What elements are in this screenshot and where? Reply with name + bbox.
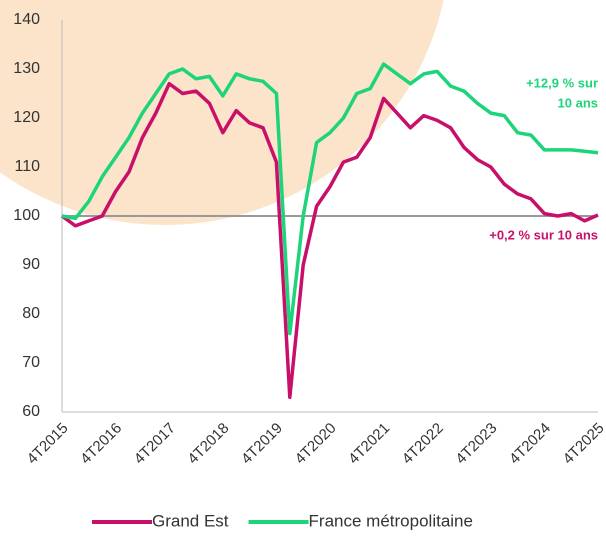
y-tick-label: 120 xyxy=(13,109,40,126)
y-tick-label: 110 xyxy=(14,158,40,175)
x-tick-label: 4T2021 xyxy=(345,420,393,468)
x-tick-label: 4T2023 xyxy=(452,420,500,468)
x-tick-label: 4T2015 xyxy=(24,420,72,468)
y-tick-label: 70 xyxy=(22,354,40,371)
y-tick-label: 130 xyxy=(13,60,40,77)
y-tick-label: 140 xyxy=(13,11,40,28)
annotation: +0,2 % sur 10 ans xyxy=(489,227,598,242)
x-tick-label: 4T2024 xyxy=(506,420,554,468)
y-tick-label: 80 xyxy=(22,305,40,322)
annotation: 10 ans xyxy=(558,95,598,110)
x-tick-label: 4T2020 xyxy=(292,420,340,468)
x-tick-label: 4T2019 xyxy=(238,420,286,468)
x-tick-label: 4T2025 xyxy=(560,420,606,468)
annotation: +12,9 % sur xyxy=(526,75,598,90)
legend-label: Grand Est xyxy=(152,511,229,530)
y-tick-label: 100 xyxy=(13,207,40,224)
x-tick-label: 4T2017 xyxy=(131,420,179,468)
background-circle xyxy=(0,0,444,225)
x-tick-label: 4T2016 xyxy=(77,420,125,468)
series-line xyxy=(60,81,599,400)
y-tick-label: 60 xyxy=(22,403,40,420)
y-tick-label: 90 xyxy=(22,256,40,273)
x-tick-label: 4T2022 xyxy=(399,420,447,468)
x-tick-label: 4T2018 xyxy=(184,420,232,468)
legend-label: France métropolitaine xyxy=(309,511,473,530)
series-line xyxy=(61,62,599,336)
